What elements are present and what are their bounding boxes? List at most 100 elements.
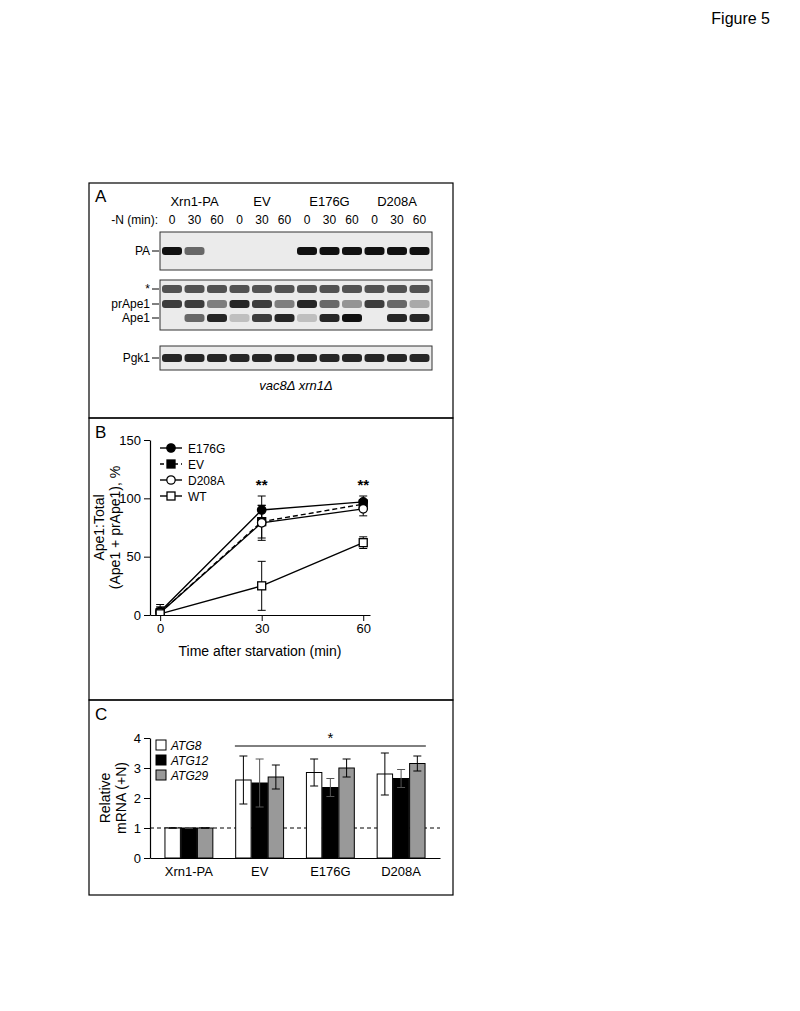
legend: ATG8ATG12ATG29 xyxy=(156,739,208,783)
time-label: 60 xyxy=(210,213,224,227)
tick: 30 xyxy=(255,615,269,636)
band xyxy=(252,285,272,293)
annotation: ** xyxy=(357,476,369,493)
error-bar-segment xyxy=(326,778,334,779)
tick-mark xyxy=(144,798,150,799)
band xyxy=(162,247,182,255)
band xyxy=(252,314,272,322)
tick-label: Xrn1-PA xyxy=(165,864,213,879)
panel-frame xyxy=(89,700,453,895)
error-bar xyxy=(343,759,351,777)
annotation: ** xyxy=(256,476,268,493)
band xyxy=(365,354,385,362)
axis-line xyxy=(150,739,151,859)
error-bar-segment xyxy=(272,789,280,790)
bar xyxy=(165,828,180,858)
time-label: 30 xyxy=(188,213,202,227)
band xyxy=(275,247,295,255)
tick-mark xyxy=(144,858,150,859)
error-bar xyxy=(258,561,266,610)
band xyxy=(297,300,317,308)
tick-mark xyxy=(144,498,150,499)
error-bar-segment xyxy=(201,828,209,829)
band xyxy=(207,247,227,255)
row-label: * xyxy=(145,282,150,296)
tick-mark xyxy=(363,615,364,621)
series-line xyxy=(160,509,363,613)
time-label: 60 xyxy=(278,213,292,227)
legend-label: ATG12 xyxy=(170,754,208,768)
blot-strip xyxy=(160,346,432,370)
bar xyxy=(393,779,408,859)
legend-marker xyxy=(167,460,175,468)
time-label: 30 xyxy=(390,213,404,227)
error-bar xyxy=(381,753,389,795)
error-bar xyxy=(169,828,177,829)
error-bar xyxy=(156,605,164,616)
tick: 60 xyxy=(356,615,370,636)
tick-mark xyxy=(144,615,150,616)
time-label: 0 xyxy=(304,213,311,227)
band xyxy=(410,285,430,293)
legend-label: WT xyxy=(188,490,207,504)
axis: Xrn1-PAEVE176GD208A xyxy=(151,858,441,879)
band xyxy=(320,314,340,322)
band xyxy=(320,247,340,255)
band xyxy=(207,285,227,293)
error-bar-segment xyxy=(413,756,421,757)
tick-label: 150 xyxy=(119,433,141,448)
error-bar-segment xyxy=(185,828,193,829)
legend-item: WT xyxy=(160,490,207,504)
error-bar xyxy=(397,770,405,788)
tick-label: E176G xyxy=(310,864,350,879)
band xyxy=(185,314,205,322)
plot-area xyxy=(150,753,440,858)
time-label: 30 xyxy=(323,213,337,227)
band xyxy=(387,285,407,293)
error-bar-segment xyxy=(258,496,266,497)
error-bar-segment xyxy=(381,795,389,796)
tick: 3 xyxy=(134,761,150,776)
band xyxy=(387,314,407,322)
bar xyxy=(181,828,196,858)
bar xyxy=(323,788,338,859)
band xyxy=(365,247,385,255)
tick: 1 xyxy=(134,821,150,836)
tick-mark xyxy=(144,768,150,769)
legend-label: EV xyxy=(188,458,204,472)
band xyxy=(230,285,250,293)
tick-label: 30 xyxy=(255,621,269,636)
time-label: 0 xyxy=(371,213,378,227)
band xyxy=(320,354,340,362)
legend-marker xyxy=(167,492,175,500)
y-axis-title: Relative xyxy=(97,773,113,824)
band xyxy=(185,354,205,362)
error-bar-segment xyxy=(330,779,331,797)
time-label: 0 xyxy=(169,213,176,227)
error-bar-segment xyxy=(343,777,351,778)
band xyxy=(342,285,362,293)
legend-label: E176G xyxy=(188,442,225,456)
axis: 03060 xyxy=(151,615,371,636)
time-label: 60 xyxy=(345,213,359,227)
tick-mark xyxy=(144,828,150,829)
error-bar-segment xyxy=(359,548,367,549)
error-bar-segment xyxy=(243,756,244,804)
panel-label: C xyxy=(95,705,107,724)
band xyxy=(297,314,317,322)
data-point xyxy=(257,519,265,527)
tick-label: 0 xyxy=(134,851,141,866)
error-bar xyxy=(185,828,193,829)
group-label: Xrn1-PA xyxy=(170,194,218,209)
error-bar-segment xyxy=(381,753,389,754)
series-line xyxy=(160,543,363,614)
axis-line xyxy=(151,858,441,859)
band xyxy=(410,354,430,362)
band xyxy=(207,314,227,322)
error-bar-segment xyxy=(275,765,276,789)
y-axis-title: mRNA (+N) xyxy=(113,762,129,834)
row-label-dash xyxy=(152,289,159,290)
tick-mark xyxy=(160,615,161,621)
band xyxy=(297,285,317,293)
data-point xyxy=(359,539,367,547)
